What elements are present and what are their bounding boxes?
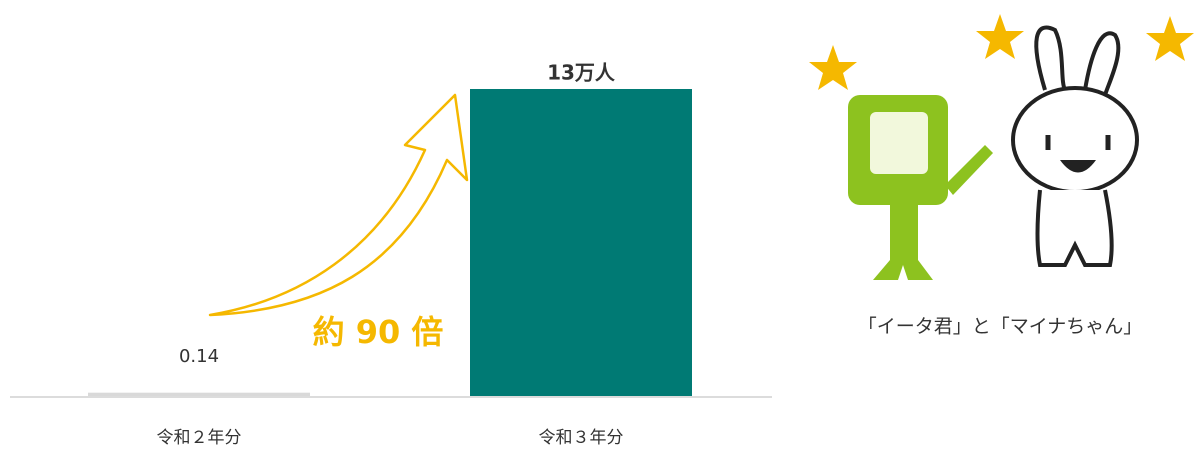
bar <box>470 89 692 396</box>
star <box>809 45 857 90</box>
star <box>1146 16 1194 61</box>
rabbit-ears <box>1034 25 1121 96</box>
annotation: 約 90 倍 <box>313 313 444 351</box>
value-label: 0.14 <box>179 346 219 367</box>
star <box>976 14 1024 59</box>
character-body <box>873 200 933 280</box>
rabbit-eyes <box>1045 135 1111 150</box>
character-face <box>870 112 928 174</box>
value-label: 13万人 <box>547 61 616 85</box>
caption: 「イータ君」と「マイナちゃん」 <box>858 316 1143 338</box>
rabbit-head <box>1011 86 1139 194</box>
rabbit-mouth <box>1060 160 1096 173</box>
x-tick-label: 令和２年分 <box>157 428 242 448</box>
illustration <box>809 14 1194 280</box>
growth-arrow <box>208 93 469 317</box>
character-arm <box>945 145 993 195</box>
rabbit-body <box>1035 189 1114 267</box>
x-tick-label: 令和３年分 <box>539 428 624 448</box>
bar <box>88 392 310 396</box>
